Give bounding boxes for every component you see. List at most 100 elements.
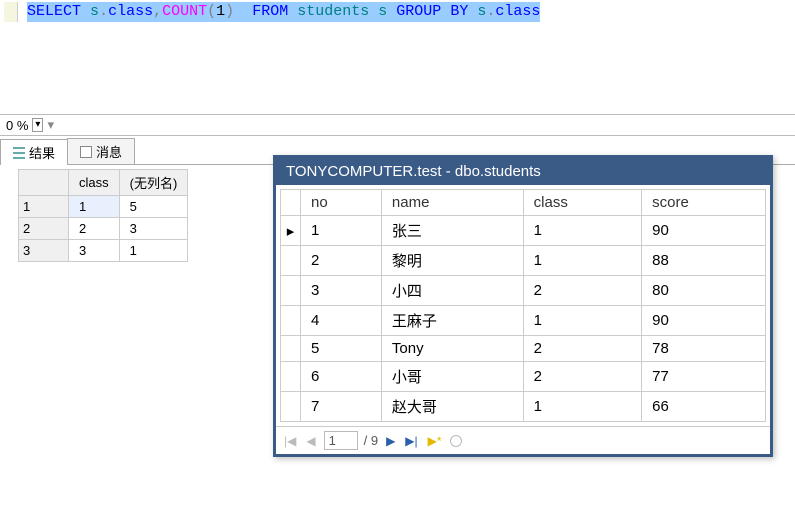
tab-messages-label: 消息 xyxy=(96,142,122,161)
pager-current[interactable]: 1 xyxy=(324,431,358,450)
sql-token: COUNT xyxy=(162,3,207,20)
results-cell[interactable]: 2 xyxy=(69,218,120,240)
data-cell[interactable]: 2 xyxy=(301,246,382,276)
data-cell[interactable]: Tony xyxy=(381,336,523,362)
sql-token: s xyxy=(90,3,99,20)
results-row-header[interactable]: 1 xyxy=(19,196,69,218)
results-col-header[interactable]: (无列名) xyxy=(119,170,188,196)
data-cell[interactable]: 赵大哥 xyxy=(381,392,523,422)
data-cell[interactable]: 3 xyxy=(301,276,382,306)
sql-token: SELECT xyxy=(27,3,81,20)
data-col-header[interactable]: name xyxy=(381,190,523,216)
results-cell[interactable]: 1 xyxy=(69,196,120,218)
data-row-header[interactable] xyxy=(281,392,301,422)
zoom-value: 0 % xyxy=(6,118,28,133)
sql-token xyxy=(369,3,378,20)
sql-token xyxy=(288,3,297,20)
data-cell[interactable]: 78 xyxy=(642,336,766,362)
sql-token xyxy=(441,3,450,20)
grid-icon xyxy=(13,147,25,159)
data-row-header[interactable] xyxy=(281,246,301,276)
data-cell[interactable]: 黎明 xyxy=(381,246,523,276)
data-col-header[interactable]: score xyxy=(642,190,766,216)
data-cell[interactable]: 88 xyxy=(642,246,766,276)
sql-token xyxy=(81,3,90,20)
data-cell[interactable]: 2 xyxy=(523,362,641,392)
data-row-header[interactable] xyxy=(281,362,301,392)
sql-token: s xyxy=(378,3,387,20)
sql-token xyxy=(234,3,252,20)
data-row-header[interactable] xyxy=(281,276,301,306)
data-cell[interactable]: 2 xyxy=(523,276,641,306)
sql-token: GROUP xyxy=(396,3,441,20)
data-col-header[interactable]: no xyxy=(301,190,382,216)
sql-editor[interactable]: SELECT s.class,COUNT(1) FROM students s … xyxy=(0,0,795,24)
data-cell[interactable]: 1 xyxy=(523,306,641,336)
data-cell[interactable]: 1 xyxy=(523,246,641,276)
sql-token: FROM xyxy=(252,3,288,20)
sql-token: BY xyxy=(450,3,468,20)
pager-new-icon[interactable]: ▶* xyxy=(426,434,444,448)
pager-first-icon[interactable]: |◀ xyxy=(282,434,298,448)
data-row-header[interactable] xyxy=(281,306,301,336)
data-cell[interactable]: 1 xyxy=(523,392,641,422)
pager-last-icon[interactable]: ▶| xyxy=(403,434,419,448)
results-cell[interactable]: 1 xyxy=(119,240,188,262)
data-window-title: TONYCOMPUTER.test - dbo.students xyxy=(276,158,770,185)
tab-messages[interactable]: 消息 xyxy=(67,138,135,164)
pager-next-icon[interactable]: ▶ xyxy=(384,434,397,448)
zoom-dropdown-icon[interactable]: ▾ xyxy=(32,118,43,132)
sql-token: , xyxy=(153,3,162,20)
doc-icon xyxy=(80,146,92,158)
data-row-header[interactable]: ▸ xyxy=(281,216,301,246)
sql-token xyxy=(468,3,477,20)
sql-token: students xyxy=(297,3,369,20)
sql-token: ( xyxy=(207,3,216,20)
tab-results[interactable]: 结果 xyxy=(0,139,68,165)
data-cell[interactable]: 小四 xyxy=(381,276,523,306)
data-cell[interactable]: 张三 xyxy=(381,216,523,246)
data-cell[interactable]: 1 xyxy=(523,216,641,246)
pager-stop-icon[interactable] xyxy=(450,435,462,447)
results-cell[interactable]: 3 xyxy=(119,218,188,240)
data-row-header[interactable] xyxy=(281,336,301,362)
sql-selection: SELECT s.class,COUNT(1) FROM students s … xyxy=(27,2,540,22)
data-col-header[interactable]: class xyxy=(523,190,641,216)
results-col-header[interactable]: class xyxy=(69,170,120,196)
data-window: TONYCOMPUTER.test - dbo.students nonamec… xyxy=(273,155,773,457)
zoom-bar: 0 % ▾ ▾ xyxy=(0,114,795,136)
pager-total: / 9 xyxy=(364,433,378,448)
data-cell[interactable]: 2 xyxy=(523,336,641,362)
sql-token: s xyxy=(477,3,486,20)
sql-token: 1 xyxy=(216,3,225,20)
data-cell[interactable]: 小哥 xyxy=(381,362,523,392)
results-table: class(无列名) 115223331 xyxy=(18,169,188,262)
data-cell[interactable]: 90 xyxy=(642,216,766,246)
sql-token xyxy=(387,3,396,20)
data-cell[interactable]: 80 xyxy=(642,276,766,306)
pager-prev-icon[interactable]: ◀ xyxy=(304,434,317,448)
data-cell[interactable]: 王麻子 xyxy=(381,306,523,336)
data-cell[interactable]: 1 xyxy=(301,216,382,246)
dt-corner xyxy=(281,190,301,216)
results-cell[interactable]: 5 xyxy=(119,196,188,218)
results-cell[interactable]: 3 xyxy=(69,240,120,262)
sql-token: . xyxy=(99,3,108,20)
data-cell[interactable]: 90 xyxy=(642,306,766,336)
results-row-header[interactable]: 3 xyxy=(19,240,69,262)
zoom-dash: ▾ xyxy=(47,117,54,133)
row-header-blank xyxy=(19,170,69,196)
sql-token: class xyxy=(108,3,153,20)
data-cell[interactable]: 66 xyxy=(642,392,766,422)
data-cell[interactable]: 6 xyxy=(301,362,382,392)
data-cell[interactable]: 77 xyxy=(642,362,766,392)
data-cell[interactable]: 7 xyxy=(301,392,382,422)
sql-token: ) xyxy=(225,3,234,20)
editor-gutter xyxy=(4,2,18,22)
results-row-header[interactable]: 2 xyxy=(19,218,69,240)
tab-results-label: 结果 xyxy=(29,143,55,162)
data-pager: |◀ ◀ 1 / 9 ▶ ▶| ▶* xyxy=(276,426,770,454)
data-cell[interactable]: 4 xyxy=(301,306,382,336)
data-table: nonameclassscore ▸1张三1902黎明1883小四2804王麻子… xyxy=(280,189,766,422)
data-cell[interactable]: 5 xyxy=(301,336,382,362)
